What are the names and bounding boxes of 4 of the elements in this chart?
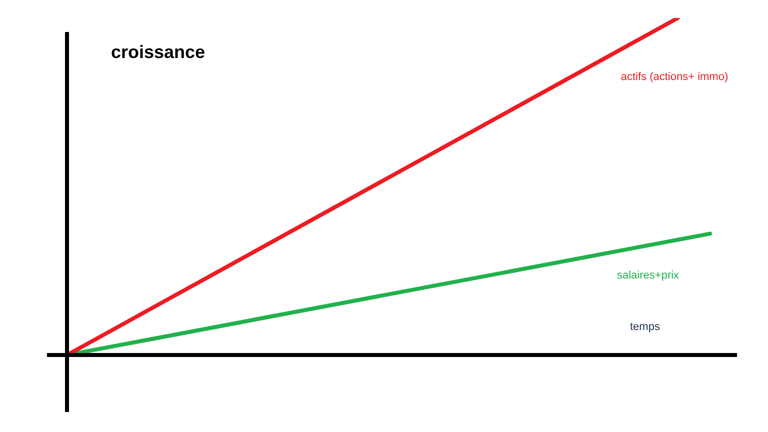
series-label: actifs (actions+ immo) xyxy=(620,71,728,84)
series-label: salaires+prix xyxy=(617,270,680,282)
y-axis-title: croissance xyxy=(111,42,206,62)
x-axis-title: temps xyxy=(630,321,660,334)
